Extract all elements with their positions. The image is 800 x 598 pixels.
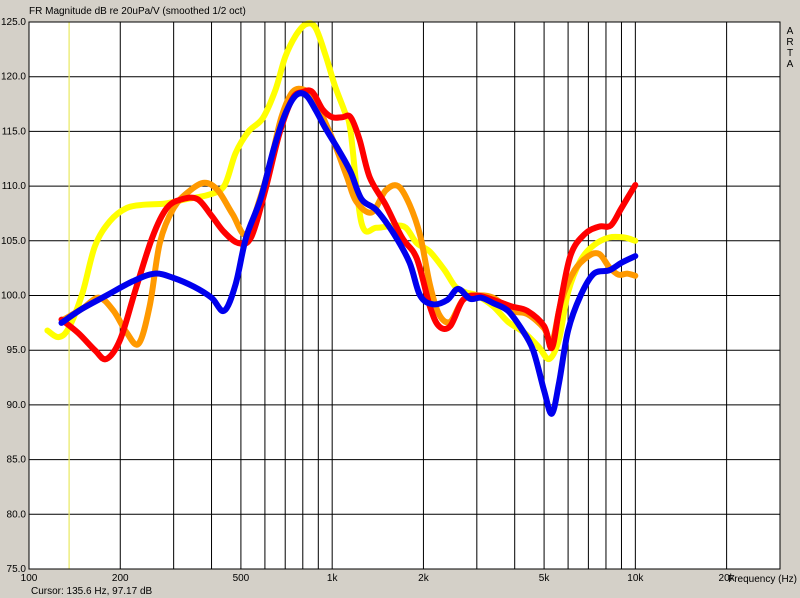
y-tick-label: 125.0	[1, 17, 26, 28]
brand-letter: A	[787, 59, 794, 70]
series-line	[58, 90, 639, 417]
arta-logo: A R T A	[786, 26, 793, 70]
brand-letter: R	[786, 37, 793, 48]
brand-letter: A	[787, 26, 794, 37]
chart-title: FR Magnitude dB re 20uPa/V (smoothed 1/2…	[29, 6, 246, 17]
y-tick-label: 110.0	[2, 181, 27, 192]
x-tick-label: 5k	[539, 573, 551, 584]
x-axis-label: Frequency (Hz)	[728, 574, 797, 585]
x-tick-label: 10k	[627, 573, 644, 584]
series-line	[58, 87, 639, 363]
y-tick-label: 85.0	[7, 455, 27, 466]
y-tick-label: 105.0	[1, 236, 26, 247]
y-tick-label: 120.0	[1, 72, 26, 83]
brand-letter: T	[787, 48, 793, 59]
series-line	[44, 20, 639, 363]
x-tick-label: 500	[233, 573, 250, 584]
y-tick-label: 75.0	[7, 564, 27, 575]
y-tick-label: 95.0	[7, 345, 27, 356]
series-layer	[44, 20, 639, 417]
x-tick-label: 100	[21, 573, 38, 584]
x-axis-ticks: 100 200 500 1k 2k 5k 10k 20k	[21, 573, 736, 584]
y-tick-label: 115.0	[2, 126, 27, 137]
y-axis-ticks: 75.0 80.0 85.0 90.0 95.0 100.0 105.0 110.0 115.0…	[1, 17, 26, 575]
y-tick-label: 90.0	[7, 400, 27, 411]
y-tick-label: 100.0	[1, 291, 26, 302]
y-tick-label: 80.0	[7, 509, 27, 520]
x-tick-label: 1k	[327, 573, 339, 584]
x-tick-label: 200	[112, 573, 129, 584]
x-tick-label: 20k	[719, 573, 736, 584]
x-tick-label: 2k	[418, 573, 430, 584]
cursor-readout: Cursor: 135.6 Hz, 97.17 dB	[31, 586, 153, 597]
plot-frame	[28, 21, 781, 570]
